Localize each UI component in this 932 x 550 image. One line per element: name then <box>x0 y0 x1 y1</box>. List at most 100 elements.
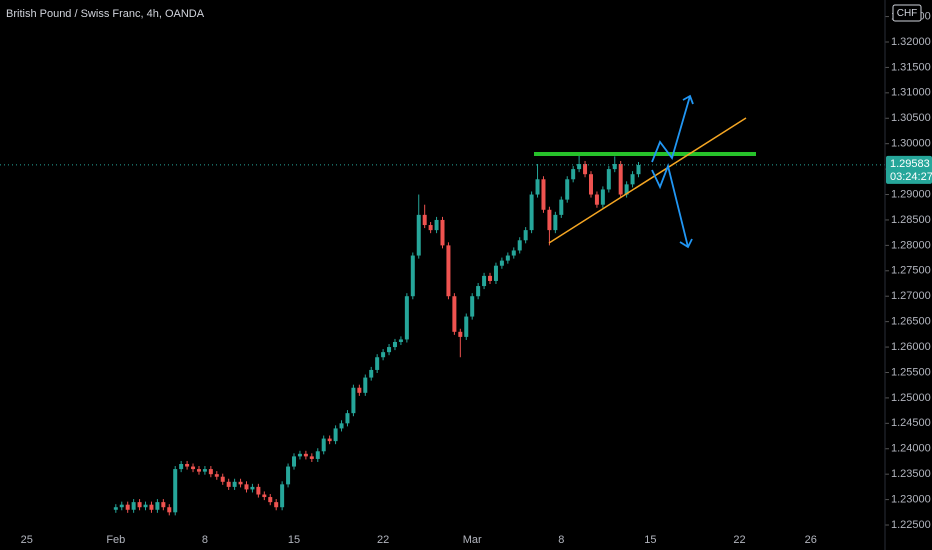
candle-body <box>476 286 481 297</box>
candle-body <box>416 214 421 256</box>
candle-body <box>286 466 291 485</box>
candle-body <box>571 169 576 180</box>
candle-body <box>155 502 160 510</box>
candle-body <box>369 369 374 378</box>
candle-body <box>220 476 225 482</box>
candle-body <box>565 179 570 200</box>
plot-area <box>0 153 885 516</box>
y-tick-label: 1.29000 <box>891 188 931 200</box>
candle-body <box>345 413 350 424</box>
candle-body <box>339 423 344 429</box>
candle-body <box>446 245 451 297</box>
candle-body <box>398 339 403 342</box>
candle-body <box>482 275 487 287</box>
candle-body <box>179 464 184 470</box>
candle-body <box>523 230 528 241</box>
candle-body <box>321 438 326 452</box>
y-tick-label: 1.30000 <box>891 138 931 150</box>
trend-line <box>548 117 747 244</box>
candle-body <box>440 219 445 246</box>
candle-body <box>387 347 392 353</box>
candle-body <box>196 469 201 472</box>
candle-body <box>202 469 207 472</box>
y-tick-label: 1.22500 <box>891 519 931 531</box>
x-tick-label: 26 <box>805 534 817 546</box>
candle-body <box>624 184 629 195</box>
candle-body <box>297 453 302 457</box>
y-tick-label: 1.27000 <box>891 290 931 302</box>
arrow-down <box>651 162 689 248</box>
last-price-box <box>886 155 932 184</box>
candle-body <box>600 189 605 205</box>
x-tick-label: 8 <box>202 534 208 546</box>
y-tick-label: 1.23500 <box>891 468 931 480</box>
chart-title: British Pound / Swiss Franc, 4h, OANDA <box>6 8 205 20</box>
candle-body <box>303 453 308 457</box>
candle-body <box>137 502 142 508</box>
y-tick-label: 1.25500 <box>891 366 931 378</box>
x-tick-label: 25 <box>21 534 33 546</box>
candle-body <box>268 497 273 503</box>
candle-body <box>208 469 213 475</box>
y-tick-label: 1.31500 <box>891 61 931 73</box>
candle-body <box>351 387 356 414</box>
candle-body <box>309 456 314 459</box>
y-tick-label: 1.32000 <box>891 36 931 48</box>
candle-body <box>149 504 154 510</box>
candle-body <box>488 275 493 281</box>
candle-body <box>612 164 617 170</box>
candle-body <box>493 265 498 281</box>
y-tick-label: 1.23000 <box>891 494 931 506</box>
y-tick-label: 1.26000 <box>891 341 931 353</box>
candle-body <box>404 296 409 340</box>
arrow-up-head <box>682 94 694 105</box>
candle-body <box>214 474 219 477</box>
y-tick-label: 1.25000 <box>891 392 931 404</box>
candle-body <box>422 214 427 226</box>
candle-body <box>606 169 611 190</box>
arrow-up <box>651 95 691 163</box>
last-price-label: 1.29583 <box>890 158 930 170</box>
candle-body <box>244 484 249 490</box>
candle-body <box>541 179 546 210</box>
candle-body <box>167 507 172 513</box>
candle-body <box>113 507 118 510</box>
resistance-zone <box>534 152 756 156</box>
candle-body <box>280 484 285 508</box>
x-tick-label: Feb <box>106 534 125 546</box>
candle-body <box>588 174 593 195</box>
x-tick-label: 8 <box>558 534 564 546</box>
candle-body <box>410 255 415 297</box>
candle-body <box>226 481 231 487</box>
candle-body <box>553 214 558 231</box>
candle-body <box>143 504 148 508</box>
candle-body <box>375 357 380 370</box>
price-axis: 1.22500 1.23000 1.23500 1.24000 1.24500 1.250… <box>884 0 932 550</box>
candle-body <box>464 316 469 337</box>
candle-body <box>363 377 368 393</box>
x-tick-label: 22 <box>377 534 389 546</box>
candle-body <box>232 481 237 487</box>
currency-badge <box>892 4 922 22</box>
candle-body <box>452 296 457 332</box>
candle-body <box>357 387 362 393</box>
y-tick-label: 1.26500 <box>891 316 931 328</box>
arrow-down-head <box>679 238 693 249</box>
candle-body <box>618 164 623 195</box>
candle-body <box>256 486 261 495</box>
candle-body <box>381 352 386 358</box>
currency-label: CHF <box>897 8 918 19</box>
candle-body <box>238 481 243 485</box>
y-tick-label: 1.31000 <box>891 87 931 99</box>
candle-body <box>262 494 267 498</box>
x-tick-label: Mar <box>463 534 482 546</box>
candle-body <box>529 194 534 231</box>
candle-body <box>327 438 332 442</box>
candle-body <box>292 456 297 467</box>
candle-body <box>630 174 635 185</box>
candle-body <box>559 199 564 215</box>
y-tick-label: 1.27500 <box>891 265 931 277</box>
candle-body <box>577 164 582 170</box>
candle-body <box>185 464 190 467</box>
